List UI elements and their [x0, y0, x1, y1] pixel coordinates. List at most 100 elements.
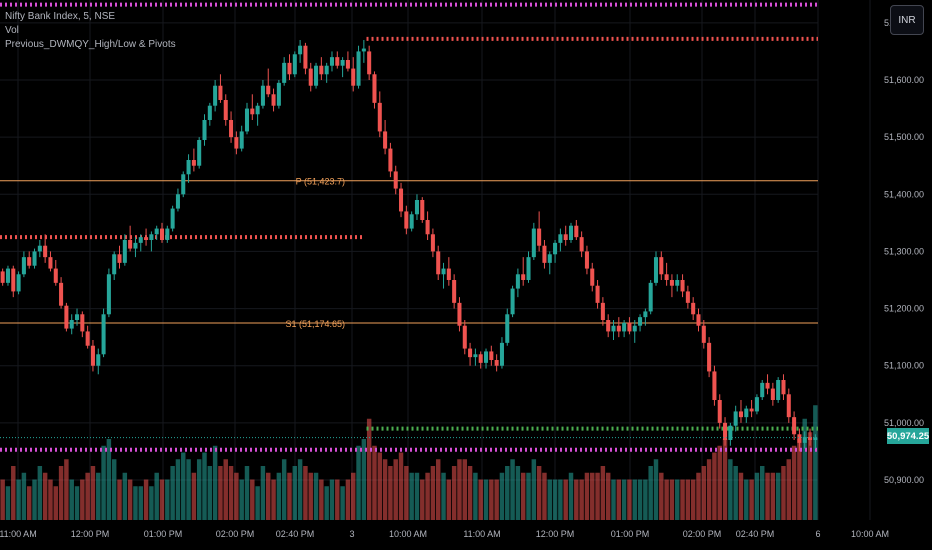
volume-bar: [775, 472, 781, 520]
candle: [314, 65, 319, 86]
volume-bar: [37, 466, 43, 520]
candle: [632, 325, 637, 332]
volume-bar: [143, 479, 149, 520]
volume-bar: [547, 479, 552, 520]
volume-bar: [563, 479, 568, 520]
volume-bar: [717, 445, 722, 520]
candle: [808, 437, 813, 440]
volume-bar: [749, 479, 754, 520]
candle: [48, 257, 53, 269]
candle: [319, 65, 324, 75]
candle: [584, 251, 589, 269]
candle: [563, 234, 568, 240]
candle: [574, 225, 579, 238]
volume-bar: [101, 445, 106, 520]
candle: [797, 434, 802, 443]
volume-bar: [32, 479, 37, 520]
candle: [765, 382, 770, 389]
candle: [32, 251, 37, 266]
candle: [616, 325, 621, 332]
candle: [250, 108, 255, 115]
candle: [531, 228, 536, 258]
volume-bar: [494, 479, 499, 520]
candle: [101, 314, 106, 355]
candle: [133, 242, 138, 249]
volume-bar: [791, 445, 797, 520]
candle: [452, 280, 457, 303]
candle: [786, 394, 791, 418]
y-tick-label: 51,600.00: [884, 75, 924, 85]
candle: [64, 305, 69, 329]
candle: [361, 48, 366, 52]
candle: [85, 331, 90, 346]
volume-bar: [90, 466, 96, 520]
candle: [494, 360, 499, 366]
candle: [202, 120, 207, 140]
volume-bar: [80, 479, 85, 520]
candle: [707, 342, 712, 372]
candle: [218, 85, 223, 100]
candle: [377, 102, 382, 132]
candle: [207, 105, 212, 120]
candle: [96, 354, 101, 366]
volume-bar: [420, 479, 425, 520]
volume-bar: [340, 486, 345, 520]
x-tick-label: 02:40 PM: [736, 529, 775, 539]
candle: [43, 245, 48, 258]
currency-button[interactable]: INR: [890, 5, 924, 35]
volume-bar: [568, 472, 574, 520]
pivot-label: P (51,423.7): [296, 177, 345, 187]
candle: [213, 85, 218, 106]
candle: [186, 160, 191, 175]
candle: [303, 45, 308, 69]
volume-bar: [409, 472, 414, 520]
volume-bar: [754, 472, 760, 520]
volume-bar: [207, 466, 213, 520]
candle: [106, 274, 111, 315]
volume-bar: [165, 479, 170, 520]
volume-bar: [690, 479, 696, 520]
candle: [505, 314, 510, 343]
volume-bar: [675, 479, 680, 520]
volume-bar: [53, 486, 59, 520]
candle: [462, 325, 467, 349]
candle: [526, 257, 531, 280]
volume-bar: [462, 459, 468, 520]
candle: [197, 140, 202, 166]
volume-bar: [281, 459, 287, 520]
y-tick-label: 51,100.00: [884, 361, 924, 371]
volume-bar: [653, 459, 659, 520]
volume-bar: [202, 452, 207, 520]
volume-bar: [366, 418, 372, 520]
candle: [457, 302, 462, 326]
candle: [558, 234, 563, 243]
candle: [340, 60, 345, 66]
candle: [298, 45, 303, 55]
legend-symbol[interactable]: Nifty Bank Index, 5, NSE: [5, 11, 116, 22]
candle: [499, 342, 504, 366]
candle: [175, 194, 180, 209]
candle: [691, 302, 696, 315]
candle: [638, 317, 643, 326]
volume-bar: [361, 439, 367, 520]
volume-bar: [297, 459, 303, 520]
volume-bar: [600, 466, 606, 520]
legend-vol[interactable]: Vol: [5, 25, 19, 36]
candle: [191, 160, 196, 166]
candle: [600, 302, 605, 320]
volume-bar: [744, 479, 749, 520]
volume-bar: [536, 466, 542, 520]
legend-indicator[interactable]: Previous_DWMQY_High/Low & Pivots: [5, 39, 176, 50]
candle: [149, 234, 154, 240]
volume-bar: [611, 479, 616, 520]
candle: [685, 291, 690, 303]
volume-bar: [499, 472, 505, 520]
volume-bar: [446, 479, 452, 520]
volume-bar: [69, 479, 74, 520]
candle: [276, 82, 281, 106]
candle: [356, 51, 361, 86]
candle: [579, 237, 584, 252]
volume-bar: [388, 466, 393, 520]
volume-bar: [122, 472, 128, 520]
